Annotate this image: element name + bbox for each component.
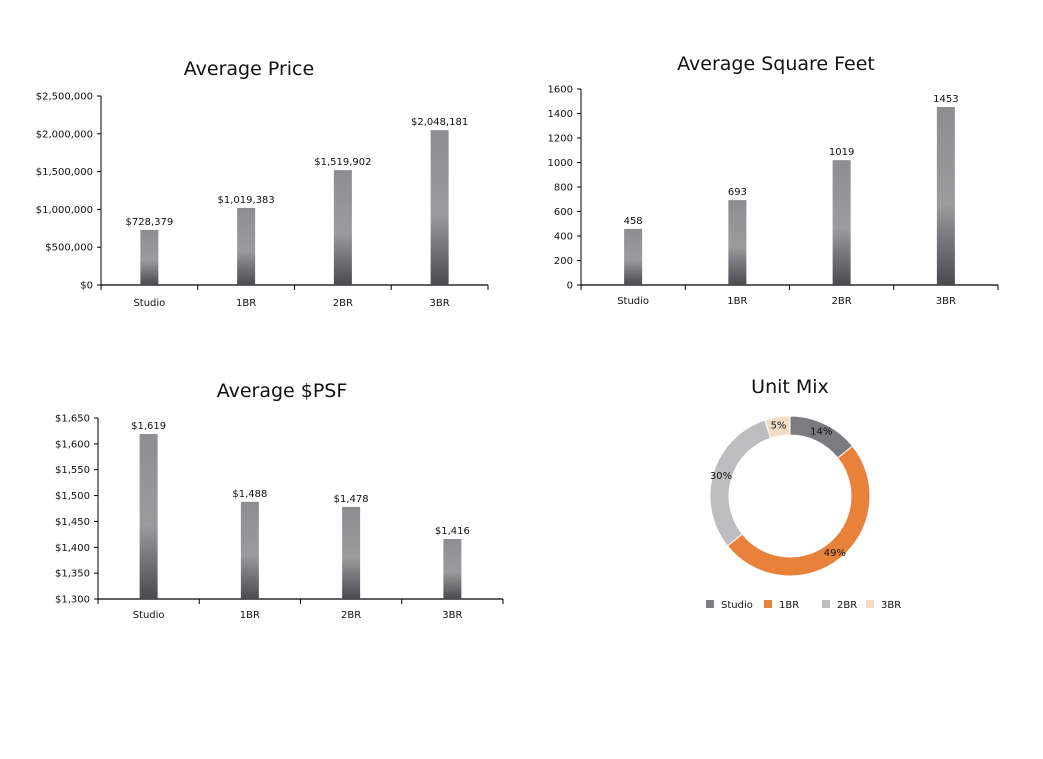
slice-label: 49% (824, 548, 846, 559)
bar (140, 229, 159, 285)
category-label: 1BR (727, 296, 747, 307)
y-tick-label: $1,650 (55, 414, 90, 425)
chart-title: Average Price (184, 58, 314, 80)
legend-swatch (822, 600, 830, 608)
slice-label: 14% (810, 427, 832, 438)
legend-swatch (764, 600, 772, 608)
average-psf-chart: Average $PSF $1,300 $1,350 $1,400 $1,450 $1,… (55, 380, 504, 621)
chart-title: Average Square Feet (677, 53, 875, 75)
y-tick-label: 1200 (548, 134, 573, 145)
donut-slice (764, 415, 791, 439)
category-label: 2BR (341, 610, 361, 621)
data-label: $1,019,383 (217, 195, 274, 206)
data-label: 1453 (933, 94, 958, 105)
y-tick-label: $0 (80, 281, 93, 292)
y-tick-label: 600 (554, 207, 573, 218)
y-tick-label: $1,550 (55, 465, 90, 476)
donut-slice (726, 445, 871, 577)
data-label: 693 (728, 187, 747, 198)
bar (333, 170, 352, 285)
slice-label: 30% (710, 471, 732, 482)
bar (240, 501, 259, 599)
data-label: 458 (624, 216, 643, 227)
y-tick-label: $2,000,000 (36, 129, 93, 140)
category-label: 1BR (236, 298, 256, 309)
donut-slice (709, 419, 772, 547)
y-tick-label: 200 (554, 256, 573, 267)
data-label: $728,379 (126, 217, 174, 228)
bar (832, 160, 851, 285)
data-label: $2,048,181 (411, 117, 468, 128)
data-label: 1019 (829, 147, 854, 158)
category-label: 3BR (430, 298, 450, 309)
category-label: Studio (617, 296, 649, 307)
chart-title: Unit Mix (751, 376, 829, 398)
y-tick-label: 800 (554, 183, 573, 194)
y-tick-label: $1,350 (55, 569, 90, 580)
y-tick-label: 400 (554, 232, 573, 243)
legend-swatch (866, 600, 874, 608)
y-tick-label: 0 (567, 281, 573, 292)
legend-label: Studio (721, 600, 753, 611)
category-label: 3BR (936, 296, 956, 307)
category-label: Studio (133, 610, 165, 621)
y-tick-label: 1600 (548, 85, 573, 96)
legend-label: 3BR (881, 600, 901, 611)
y-tick-label: $1,300 (55, 595, 90, 606)
legend-label: 2BR (837, 600, 857, 611)
bar (728, 200, 747, 285)
data-label: $1,478 (334, 494, 369, 505)
category-label: 2BR (333, 298, 353, 309)
bar (430, 130, 449, 285)
unit-mix-chart: Unit Mix 14% 49% 30% 5% Studio 1BR 2BR 3BR (706, 376, 901, 611)
y-tick-label: $2,500,000 (36, 92, 93, 103)
bar (139, 434, 158, 599)
y-tick-label: $1,000,000 (36, 205, 93, 216)
category-label: 1BR (240, 610, 260, 621)
legend-swatch (706, 600, 714, 608)
y-tick-label: $1,500,000 (36, 167, 93, 178)
y-tick-label: 1000 (548, 158, 573, 169)
y-tick-label: $500,000 (45, 243, 93, 254)
data-label: $1,416 (435, 526, 470, 537)
data-label: $1,519,902 (314, 157, 371, 168)
bar (237, 207, 256, 285)
bar (624, 228, 643, 285)
legend-label: 1BR (779, 600, 799, 611)
average-square-feet-chart: Average Square Feet 0 200 400 600 800 1000 120… (548, 53, 999, 307)
slice-label: 5% (771, 420, 787, 431)
category-label: 2BR (832, 296, 852, 307)
y-tick-label: $1,400 (55, 543, 90, 554)
data-label: $1,619 (131, 421, 166, 432)
bar (342, 506, 361, 599)
category-label: 3BR (442, 610, 462, 621)
y-tick-label: 1400 (548, 109, 573, 120)
y-tick-label: $1,450 (55, 517, 90, 528)
category-label: Studio (133, 298, 165, 309)
y-tick-label: $1,600 (55, 439, 90, 450)
bar (443, 539, 462, 599)
average-price-chart: Average Price $0 $500,000 $1,000,000 $1,500… (36, 58, 489, 309)
y-tick-label: $1,500 (55, 491, 90, 502)
bar (936, 107, 955, 285)
data-label: $1,488 (232, 489, 267, 500)
chart-title: Average $PSF (217, 380, 348, 402)
